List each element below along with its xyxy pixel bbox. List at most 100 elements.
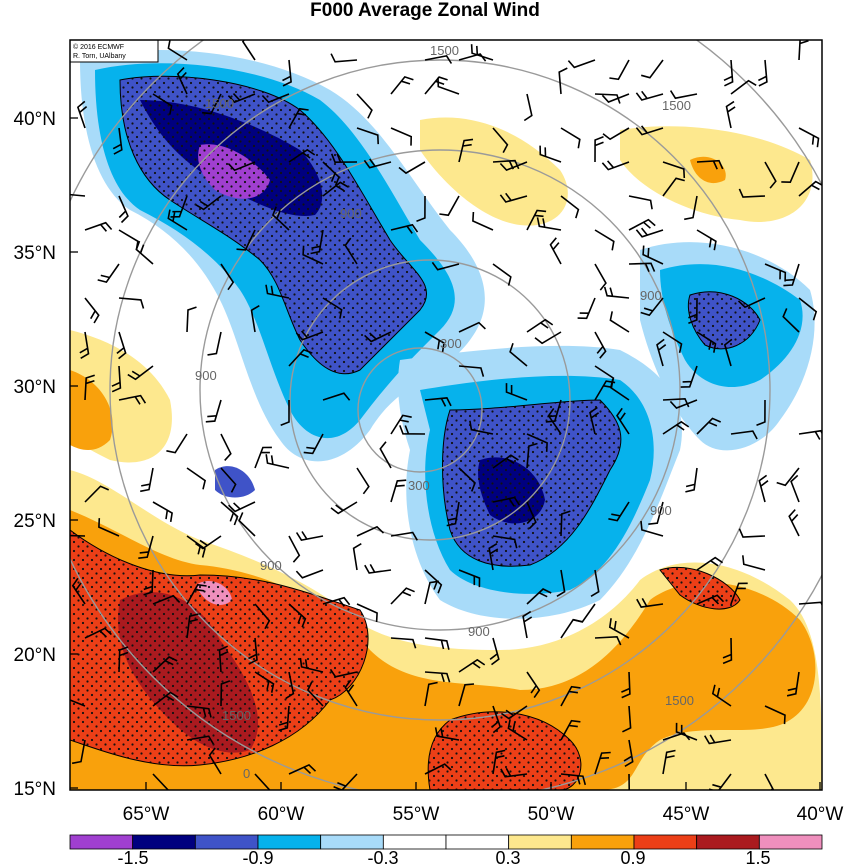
wind-barb: [254, 671, 275, 693]
wind-barb: [288, 348, 313, 367]
colorbar-tick-label: -0.3: [367, 848, 398, 865]
wind-barb: [152, 594, 181, 605]
wind-barb: [798, 429, 822, 440]
wind-barb: [788, 509, 800, 537]
wind-barb: [424, 681, 438, 707]
lon-label: 55°W: [393, 804, 440, 825]
wind-barb: [662, 749, 676, 775]
positive-anomaly-right-top-mid: [690, 156, 726, 184]
wind-barb: [424, 637, 450, 650]
wind-barb: [458, 138, 474, 163]
wind-barb: [526, 501, 537, 530]
longitude-labels: 65°W 60°W 55°W 50°W 45°W 40°W: [123, 804, 844, 825]
wind-barb: [662, 420, 690, 435]
wind-barb: [492, 535, 518, 549]
wind-barb: [640, 59, 664, 79]
lat-label: 40°N: [14, 109, 56, 130]
wind-barb: [238, 512, 256, 537]
lat-label: 20°N: [14, 645, 56, 666]
wind-barb: [434, 727, 460, 741]
wind-barb: [143, 569, 154, 596]
wind-barb: [285, 671, 295, 700]
wind-barb: [220, 263, 235, 291]
contour-label: 0: [243, 766, 250, 781]
wind-barb: [782, 308, 800, 333]
wind-barb: [558, 67, 568, 95]
wind-barb: [636, 598, 664, 608]
plot-frame: [69, 39, 823, 791]
wind-barb: [764, 263, 787, 282]
wind-barb: [364, 564, 392, 574]
wind-barb: [390, 414, 412, 435]
wind-barb: [390, 587, 415, 605]
contour-label: 900: [650, 503, 672, 518]
wind-barb: [390, 479, 407, 503]
wind-barb: [261, 93, 290, 104]
colorbar-tick-label: 0.9: [620, 848, 645, 865]
wind-barb: [608, 618, 630, 639]
wind-barb: [278, 705, 290, 732]
wind-barb: [696, 159, 724, 170]
wind-barb: [288, 148, 316, 163]
colorbar-swatch: [69, 834, 134, 850]
wind-barb: [704, 734, 732, 745]
wind-barb: [470, 44, 494, 61]
wind-barb: [609, 378, 630, 401]
wind-barb: [352, 543, 362, 571]
range-ring-1200: [109, 59, 771, 721]
wind-barb: [523, 93, 533, 122]
wind-barb: [195, 535, 222, 550]
negative-anomaly-small: [215, 466, 255, 498]
wind-barb: [97, 263, 120, 284]
wind-barb: [208, 747, 222, 775]
wind-barb: [152, 501, 173, 523]
wind-barb: [696, 229, 717, 251]
colorbar-tick-label: -1.5: [117, 848, 148, 865]
wind-barb: [79, 331, 90, 359]
colorbar-swatch: [508, 834, 572, 850]
wind-barb: [424, 331, 445, 353]
wind-barb: [534, 331, 562, 345]
wind-barb: [220, 433, 232, 461]
wind-barb: [648, 501, 664, 525]
wind-barb: [363, 158, 392, 169]
wind-barb: [560, 510, 571, 537]
wind-barb: [390, 75, 414, 95]
colorbar-swatch: [132, 834, 196, 850]
wind-barb: [280, 400, 290, 427]
wind-barb: [84, 297, 100, 324]
wind-barb: [390, 531, 418, 541]
wind-barb: [295, 569, 324, 579]
colorbar-tick-label: 1.5: [745, 848, 770, 865]
positive-anomaly-left-mid: [70, 370, 113, 450]
wind-barb: [265, 454, 290, 469]
wind-barb: [295, 330, 324, 341]
wind-barb: [560, 618, 583, 639]
wind-barb: [640, 297, 664, 317]
wind-barb: [431, 261, 460, 271]
wind-barb: [84, 374, 95, 401]
wind-barb: [711, 684, 732, 707]
wind-barb: [227, 161, 256, 172]
wind-barb: [330, 153, 358, 164]
wind-barb: [176, 67, 188, 95]
wind-barb: [594, 263, 607, 291]
wind-barb: [621, 671, 631, 699]
wind-barb: [295, 531, 324, 541]
wind-barb: [356, 603, 378, 623]
wind-barb: [118, 195, 129, 224]
wind-barb: [282, 59, 292, 87]
wind-barb: [186, 583, 207, 605]
wind-barb: [118, 646, 129, 673]
wind-barb: [71, 739, 86, 765]
wind-barb: [330, 501, 358, 515]
wind-barb: [602, 127, 630, 141]
wind-barb: [594, 331, 607, 359]
wind-barb: [509, 343, 528, 367]
wind-barb: [254, 603, 271, 630]
lon-label: 40°W: [797, 804, 844, 825]
wind-barb: [500, 705, 528, 720]
wind-barb: [505, 383, 528, 401]
wind-barb: [207, 331, 222, 356]
wind-barb: [302, 245, 324, 265]
